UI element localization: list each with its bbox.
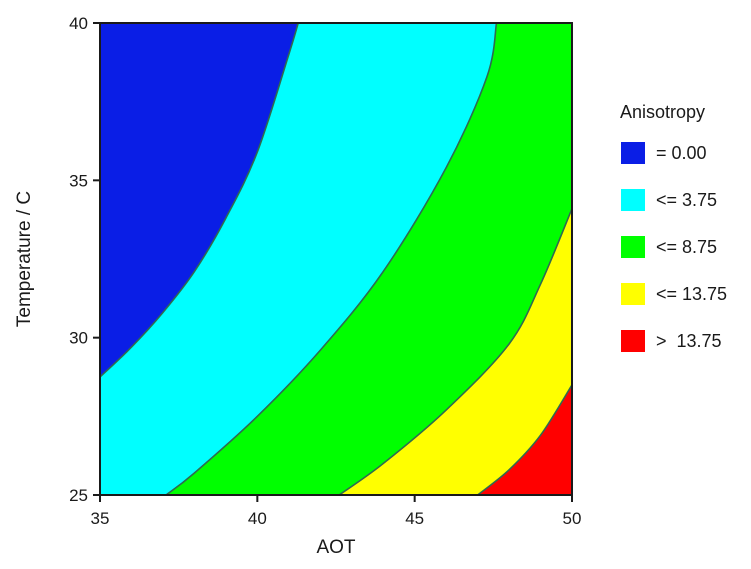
contour-line <box>338 208 572 495</box>
x-tick-label: 35 <box>91 509 110 528</box>
legend-label: <= 3.75 <box>656 190 717 210</box>
legend-swatch <box>621 142 645 164</box>
plot-area <box>100 23 572 495</box>
legend-swatch <box>621 330 645 352</box>
legend-swatch <box>621 236 645 258</box>
axes: 35 40 45 50 25 30 35 40 <box>69 14 581 528</box>
legend-label: <= 8.75 <box>656 237 717 257</box>
contour-line <box>100 23 300 378</box>
x-tick-label: 50 <box>563 509 582 528</box>
x-axis-label: AOT <box>316 537 355 558</box>
legend-label: <= 13.75 <box>656 284 727 304</box>
x-tick-label: 40 <box>248 509 267 528</box>
y-tick-label: 30 <box>69 329 88 348</box>
legend-swatch <box>621 283 645 305</box>
x-tick-label: 45 <box>405 509 424 528</box>
legend-title: Anisotropy <box>620 102 705 122</box>
y-tick-label: 40 <box>69 14 88 33</box>
y-tick-label: 35 <box>69 171 88 190</box>
legend-swatch <box>621 189 645 211</box>
plot-frame <box>99 22 573 496</box>
contour-line <box>165 23 498 495</box>
y-axis-label: Temperature / C <box>14 191 35 327</box>
region-eq-0-00 <box>100 23 299 377</box>
y-tick-label: 25 <box>69 486 88 505</box>
legend: Anisotropy = 0.00 <= 3.75 <= 8.75 <= 13.75 >… <box>620 102 727 352</box>
legend-label: = 0.00 <box>656 143 707 163</box>
contour-line <box>477 384 572 495</box>
legend-label: > 13.75 <box>656 331 722 351</box>
